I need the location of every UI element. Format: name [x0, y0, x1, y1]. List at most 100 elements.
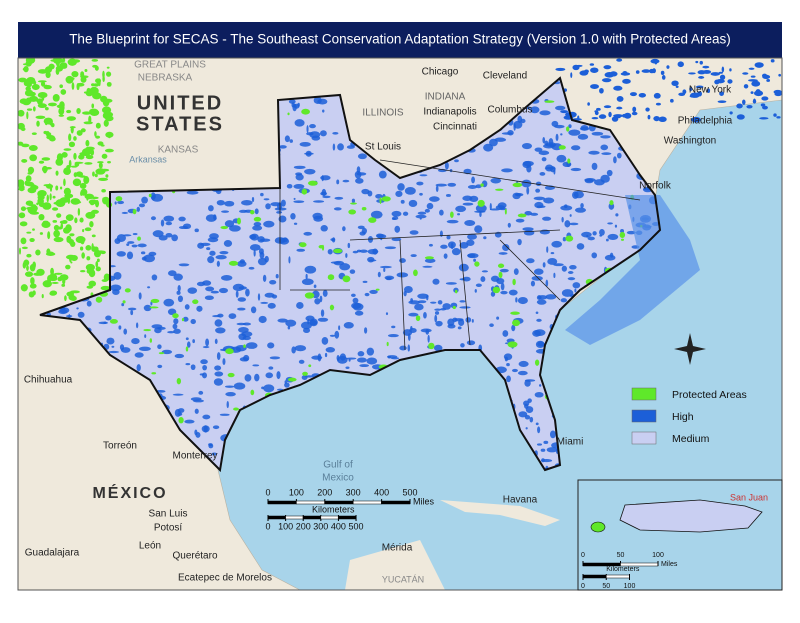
high-patch [427, 334, 430, 343]
high-patch [408, 312, 419, 317]
protected-patch [88, 280, 97, 287]
protected-patch [82, 229, 85, 233]
high-patch [140, 251, 146, 255]
high-patch [500, 282, 505, 291]
protected-patch [108, 136, 111, 139]
place-label: Guadalajara [25, 548, 80, 559]
high-patch [113, 271, 122, 280]
high-patch [607, 233, 619, 240]
high-patch [599, 234, 603, 237]
protected-patch [497, 263, 505, 269]
high-patch [534, 329, 546, 336]
high-patch [690, 92, 700, 98]
protected-patch [40, 81, 46, 87]
high-patch [136, 206, 140, 212]
high-patch [562, 237, 567, 242]
high-patch [440, 308, 447, 311]
high-patch [534, 392, 544, 398]
high-patch [638, 93, 647, 98]
high-patch [530, 280, 536, 287]
protected-patch [56, 213, 62, 218]
high-patch [224, 385, 235, 388]
high-patch [173, 273, 183, 281]
high-patch [653, 92, 661, 99]
high-patch [489, 208, 501, 211]
high-patch [526, 186, 530, 195]
protected-patch [375, 288, 380, 291]
high-patch [555, 133, 559, 142]
high-patch [59, 307, 70, 314]
high-patch [542, 137, 546, 144]
high-patch [535, 188, 541, 193]
protected-patch [60, 64, 68, 69]
high-patch [496, 316, 500, 320]
high-patch [178, 225, 189, 230]
high-patch [542, 216, 552, 221]
high-patch [459, 241, 469, 249]
protected-patch [149, 306, 159, 309]
high-patch [660, 70, 665, 75]
high-patch [77, 311, 85, 318]
high-patch [710, 72, 720, 76]
high-patch [440, 244, 448, 249]
protected-patch [55, 185, 59, 191]
scale-unit: Miles [413, 496, 435, 506]
protected-patch [82, 149, 93, 155]
high-patch [555, 67, 566, 71]
protected-patch [20, 206, 27, 212]
protected-patch [361, 207, 367, 211]
scale-tick-label: 200 [296, 521, 311, 531]
protected-patch [192, 299, 199, 305]
protected-patch [47, 275, 52, 283]
high-patch [216, 352, 221, 361]
protected-patch [20, 284, 28, 292]
high-patch [228, 313, 237, 320]
protected-patch [38, 160, 45, 164]
high-patch [508, 289, 518, 296]
protected-patch [26, 231, 32, 234]
high-patch [459, 306, 471, 309]
high-patch [530, 212, 539, 216]
protected-patch [31, 84, 40, 91]
high-patch [435, 320, 443, 327]
scale-segment [582, 574, 607, 579]
high-patch [474, 289, 477, 293]
high-patch [130, 310, 134, 316]
protected-patch [79, 175, 86, 178]
high-patch [489, 202, 492, 211]
high-patch [513, 120, 523, 129]
high-patch [592, 231, 597, 236]
high-patch [226, 400, 229, 409]
protected-patch [64, 295, 67, 302]
protected-patch [27, 166, 35, 174]
protected-patch [44, 106, 49, 111]
protected-patch [21, 143, 30, 148]
protected-patch [91, 59, 99, 62]
high-patch [198, 390, 204, 395]
high-patch [653, 115, 660, 122]
high-patch [613, 156, 617, 164]
high-patch [207, 237, 219, 243]
high-patch [511, 324, 516, 332]
high-patch [506, 375, 511, 383]
high-patch [746, 104, 753, 109]
protected-patch [450, 211, 454, 218]
protected-patch [45, 71, 51, 79]
high-patch [322, 289, 328, 297]
high-patch [387, 334, 399, 338]
high-patch [116, 251, 126, 257]
scale-tick-label: 500 [402, 487, 417, 497]
high-patch [560, 133, 563, 136]
high-patch [110, 284, 122, 292]
high-patch [498, 252, 508, 255]
scale-segment [302, 515, 322, 520]
protected-patch [55, 170, 59, 176]
high-patch [721, 66, 725, 73]
high-patch [550, 252, 555, 255]
high-patch [359, 249, 368, 253]
protected-patch [102, 70, 105, 79]
place-label: Philadelphia [678, 116, 733, 127]
high-patch [251, 197, 255, 203]
high-patch [622, 78, 631, 84]
high-patch [138, 346, 151, 351]
